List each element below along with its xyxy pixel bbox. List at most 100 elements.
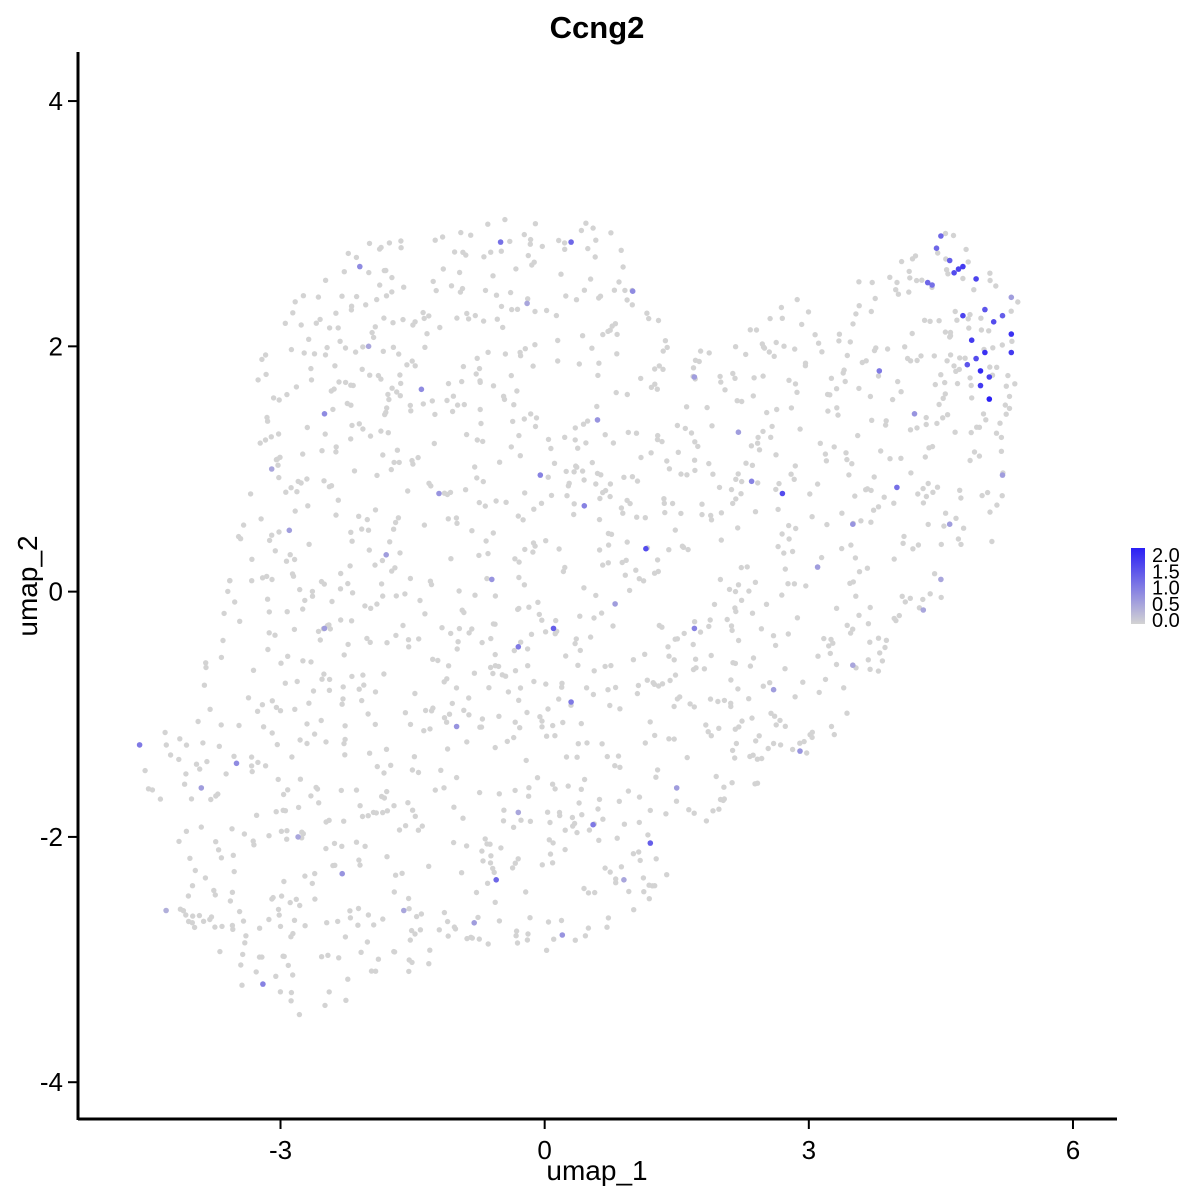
cell-point-background bbox=[398, 238, 404, 244]
cell-point-background bbox=[636, 576, 642, 582]
cell-point-background bbox=[951, 363, 957, 369]
cell-point-background bbox=[612, 684, 619, 691]
cell-point-background bbox=[444, 918, 451, 925]
cell-point bbox=[982, 349, 988, 356]
cell-point-background bbox=[672, 672, 679, 678]
cell-point-background bbox=[292, 706, 298, 712]
cell-point-background bbox=[688, 430, 695, 436]
cell-point-background bbox=[887, 274, 893, 280]
cell-point-background bbox=[492, 651, 498, 658]
cell-point-background bbox=[274, 741, 280, 748]
cell-point bbox=[550, 625, 557, 632]
cell-point-background bbox=[618, 505, 625, 511]
cell-point-background bbox=[646, 315, 652, 322]
cell-point bbox=[735, 429, 742, 436]
cell-point-background bbox=[678, 471, 684, 477]
legend-colorbar bbox=[1131, 548, 1145, 624]
cell-point-background bbox=[1005, 372, 1011, 379]
cell-point bbox=[955, 266, 962, 272]
cell-point-background bbox=[616, 798, 622, 804]
cell-point-background bbox=[338, 617, 344, 623]
cell-point-background bbox=[891, 500, 897, 506]
cell-point-background bbox=[684, 754, 690, 761]
cell-point-background bbox=[958, 495, 964, 501]
cell-point-background bbox=[525, 252, 531, 259]
cell-point bbox=[286, 527, 293, 534]
cell-point-background bbox=[942, 510, 949, 516]
cell-point-background bbox=[526, 785, 532, 791]
cell-point-background bbox=[730, 660, 736, 666]
cell-point-background bbox=[517, 685, 524, 691]
cell-point-background bbox=[999, 493, 1005, 499]
cell-point-background bbox=[543, 681, 549, 687]
cell-point-background bbox=[571, 511, 577, 518]
cell-point-background bbox=[256, 954, 263, 960]
cell-point-background bbox=[505, 689, 512, 695]
cell-point-background bbox=[636, 819, 642, 826]
cell-point-background bbox=[666, 653, 672, 659]
cell-point-background bbox=[312, 896, 318, 902]
cell-point-background bbox=[660, 366, 666, 372]
cell-point-background bbox=[764, 409, 770, 416]
cell-point-background bbox=[522, 346, 528, 352]
cell-point-background bbox=[611, 287, 618, 293]
cell-point-background bbox=[907, 358, 914, 364]
cell-point-background bbox=[581, 287, 588, 293]
cell-point-background bbox=[242, 940, 248, 946]
cell-point-background bbox=[220, 637, 226, 644]
cell-point-background bbox=[388, 762, 394, 768]
cell-point-background bbox=[514, 306, 521, 312]
cell-point-background bbox=[389, 568, 395, 574]
cell-point-background bbox=[624, 297, 630, 303]
cell-point-background bbox=[923, 421, 929, 428]
cell-point-background bbox=[290, 573, 297, 579]
cell-point-background bbox=[394, 389, 400, 395]
x-tick-label: 6 bbox=[1066, 1135, 1080, 1165]
cell-point-background bbox=[673, 798, 680, 804]
cell-point-background bbox=[535, 599, 541, 605]
cell-point-background bbox=[794, 296, 800, 303]
cell-point-background bbox=[590, 691, 597, 698]
cell-point-background bbox=[388, 466, 394, 473]
cell-point-background bbox=[356, 857, 362, 863]
cell-point-background bbox=[778, 304, 785, 311]
cell-point-background bbox=[827, 392, 833, 398]
cell-point-background bbox=[449, 700, 455, 707]
cell-point-background bbox=[248, 763, 255, 769]
cell-point-background bbox=[292, 299, 298, 305]
cell-point-background bbox=[287, 552, 293, 558]
cell-point-background bbox=[779, 315, 785, 321]
cell-point-background bbox=[852, 555, 859, 561]
cell-point-background bbox=[454, 402, 461, 408]
cell-point-background bbox=[944, 358, 950, 364]
cell-point-background bbox=[634, 690, 641, 697]
cell-point-background bbox=[549, 781, 556, 787]
cell-point-background bbox=[906, 289, 912, 295]
cell-point-background bbox=[445, 663, 452, 669]
cell-point-background bbox=[217, 948, 223, 955]
cell-point-background bbox=[571, 501, 577, 507]
cell-point-background bbox=[772, 642, 779, 649]
cell-point-background bbox=[822, 676, 829, 683]
cell-point-background bbox=[264, 573, 270, 580]
cell-point-background bbox=[393, 593, 399, 599]
y-axis-label: umap_2 bbox=[12, 535, 43, 636]
cell-point bbox=[986, 374, 993, 380]
cell-point-background bbox=[596, 796, 603, 803]
cell-point-background bbox=[947, 352, 954, 358]
cell-point-background bbox=[909, 330, 915, 337]
cell-point-background bbox=[647, 807, 653, 814]
cell-point-background bbox=[777, 742, 784, 748]
cell-point-background bbox=[777, 717, 783, 724]
cell-point-background bbox=[856, 612, 862, 618]
cell-point-background bbox=[389, 289, 395, 295]
cell-point-background bbox=[751, 375, 757, 381]
cell-point-background bbox=[338, 570, 344, 577]
cell-point-background bbox=[433, 287, 439, 294]
cell-point-background bbox=[503, 499, 509, 505]
cell-point-background bbox=[476, 499, 482, 506]
cell-point-background bbox=[640, 578, 647, 584]
cell-point-background bbox=[308, 793, 314, 799]
cell-point-background bbox=[508, 444, 514, 450]
